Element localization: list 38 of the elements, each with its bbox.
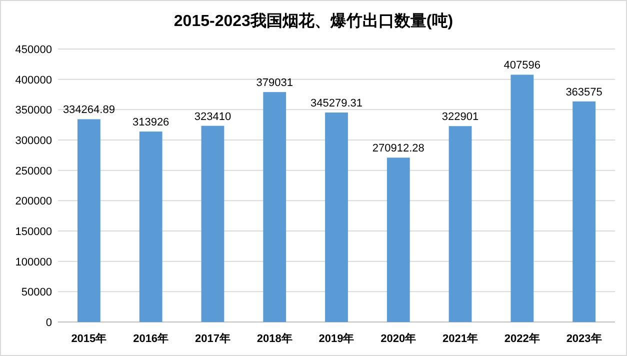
y-tick-label: 100000 — [15, 256, 52, 268]
y-tick-label: 250000 — [15, 165, 52, 178]
y-tick-label: 400000 — [15, 74, 52, 86]
y-tick-label: 200000 — [15, 196, 52, 208]
x-tick-label: 2021年 — [442, 332, 478, 345]
bar — [325, 112, 348, 322]
bar — [201, 126, 224, 322]
x-tick-label: 2016年 — [133, 332, 169, 345]
bar — [572, 101, 596, 322]
x-tick-label: 2023年 — [566, 332, 602, 345]
data-label: 313926 — [132, 116, 170, 129]
bar — [386, 158, 410, 322]
data-label: 407596 — [504, 60, 541, 72]
y-tick-label: 150000 — [15, 226, 52, 238]
bar — [510, 74, 534, 322]
x-tick-label: 2018年 — [256, 332, 292, 345]
data-label: 379031 — [256, 77, 293, 90]
bar — [139, 132, 162, 322]
data-label: 322901 — [442, 111, 479, 124]
bar — [448, 126, 472, 322]
data-label: 363575 — [566, 86, 602, 98]
x-tick-label: 2019年 — [318, 332, 354, 345]
y-tick-label: 350000 — [15, 104, 52, 117]
x-tick-label: 2015年 — [71, 332, 107, 345]
bar — [263, 92, 286, 322]
x-tick-label: 2022年 — [504, 332, 540, 345]
data-label: 334264.89 — [62, 104, 115, 116]
chart-title: 2015-2023我国烟花、爆竹出口数量(吨) — [174, 12, 454, 30]
bar — [77, 119, 100, 322]
x-tick-label: 2017年 — [194, 332, 230, 345]
data-label: 323410 — [194, 110, 232, 123]
data-label: 270912.28 — [372, 142, 424, 155]
x-tick-label: 2020年 — [380, 332, 416, 345]
y-tick-label: 0 — [46, 317, 52, 329]
y-tick-label: 300000 — [15, 135, 52, 147]
y-tick-label: 450000 — [15, 44, 52, 56]
data-label: 345279.31 — [310, 98, 362, 110]
y-tick-label: 50000 — [21, 286, 52, 299]
